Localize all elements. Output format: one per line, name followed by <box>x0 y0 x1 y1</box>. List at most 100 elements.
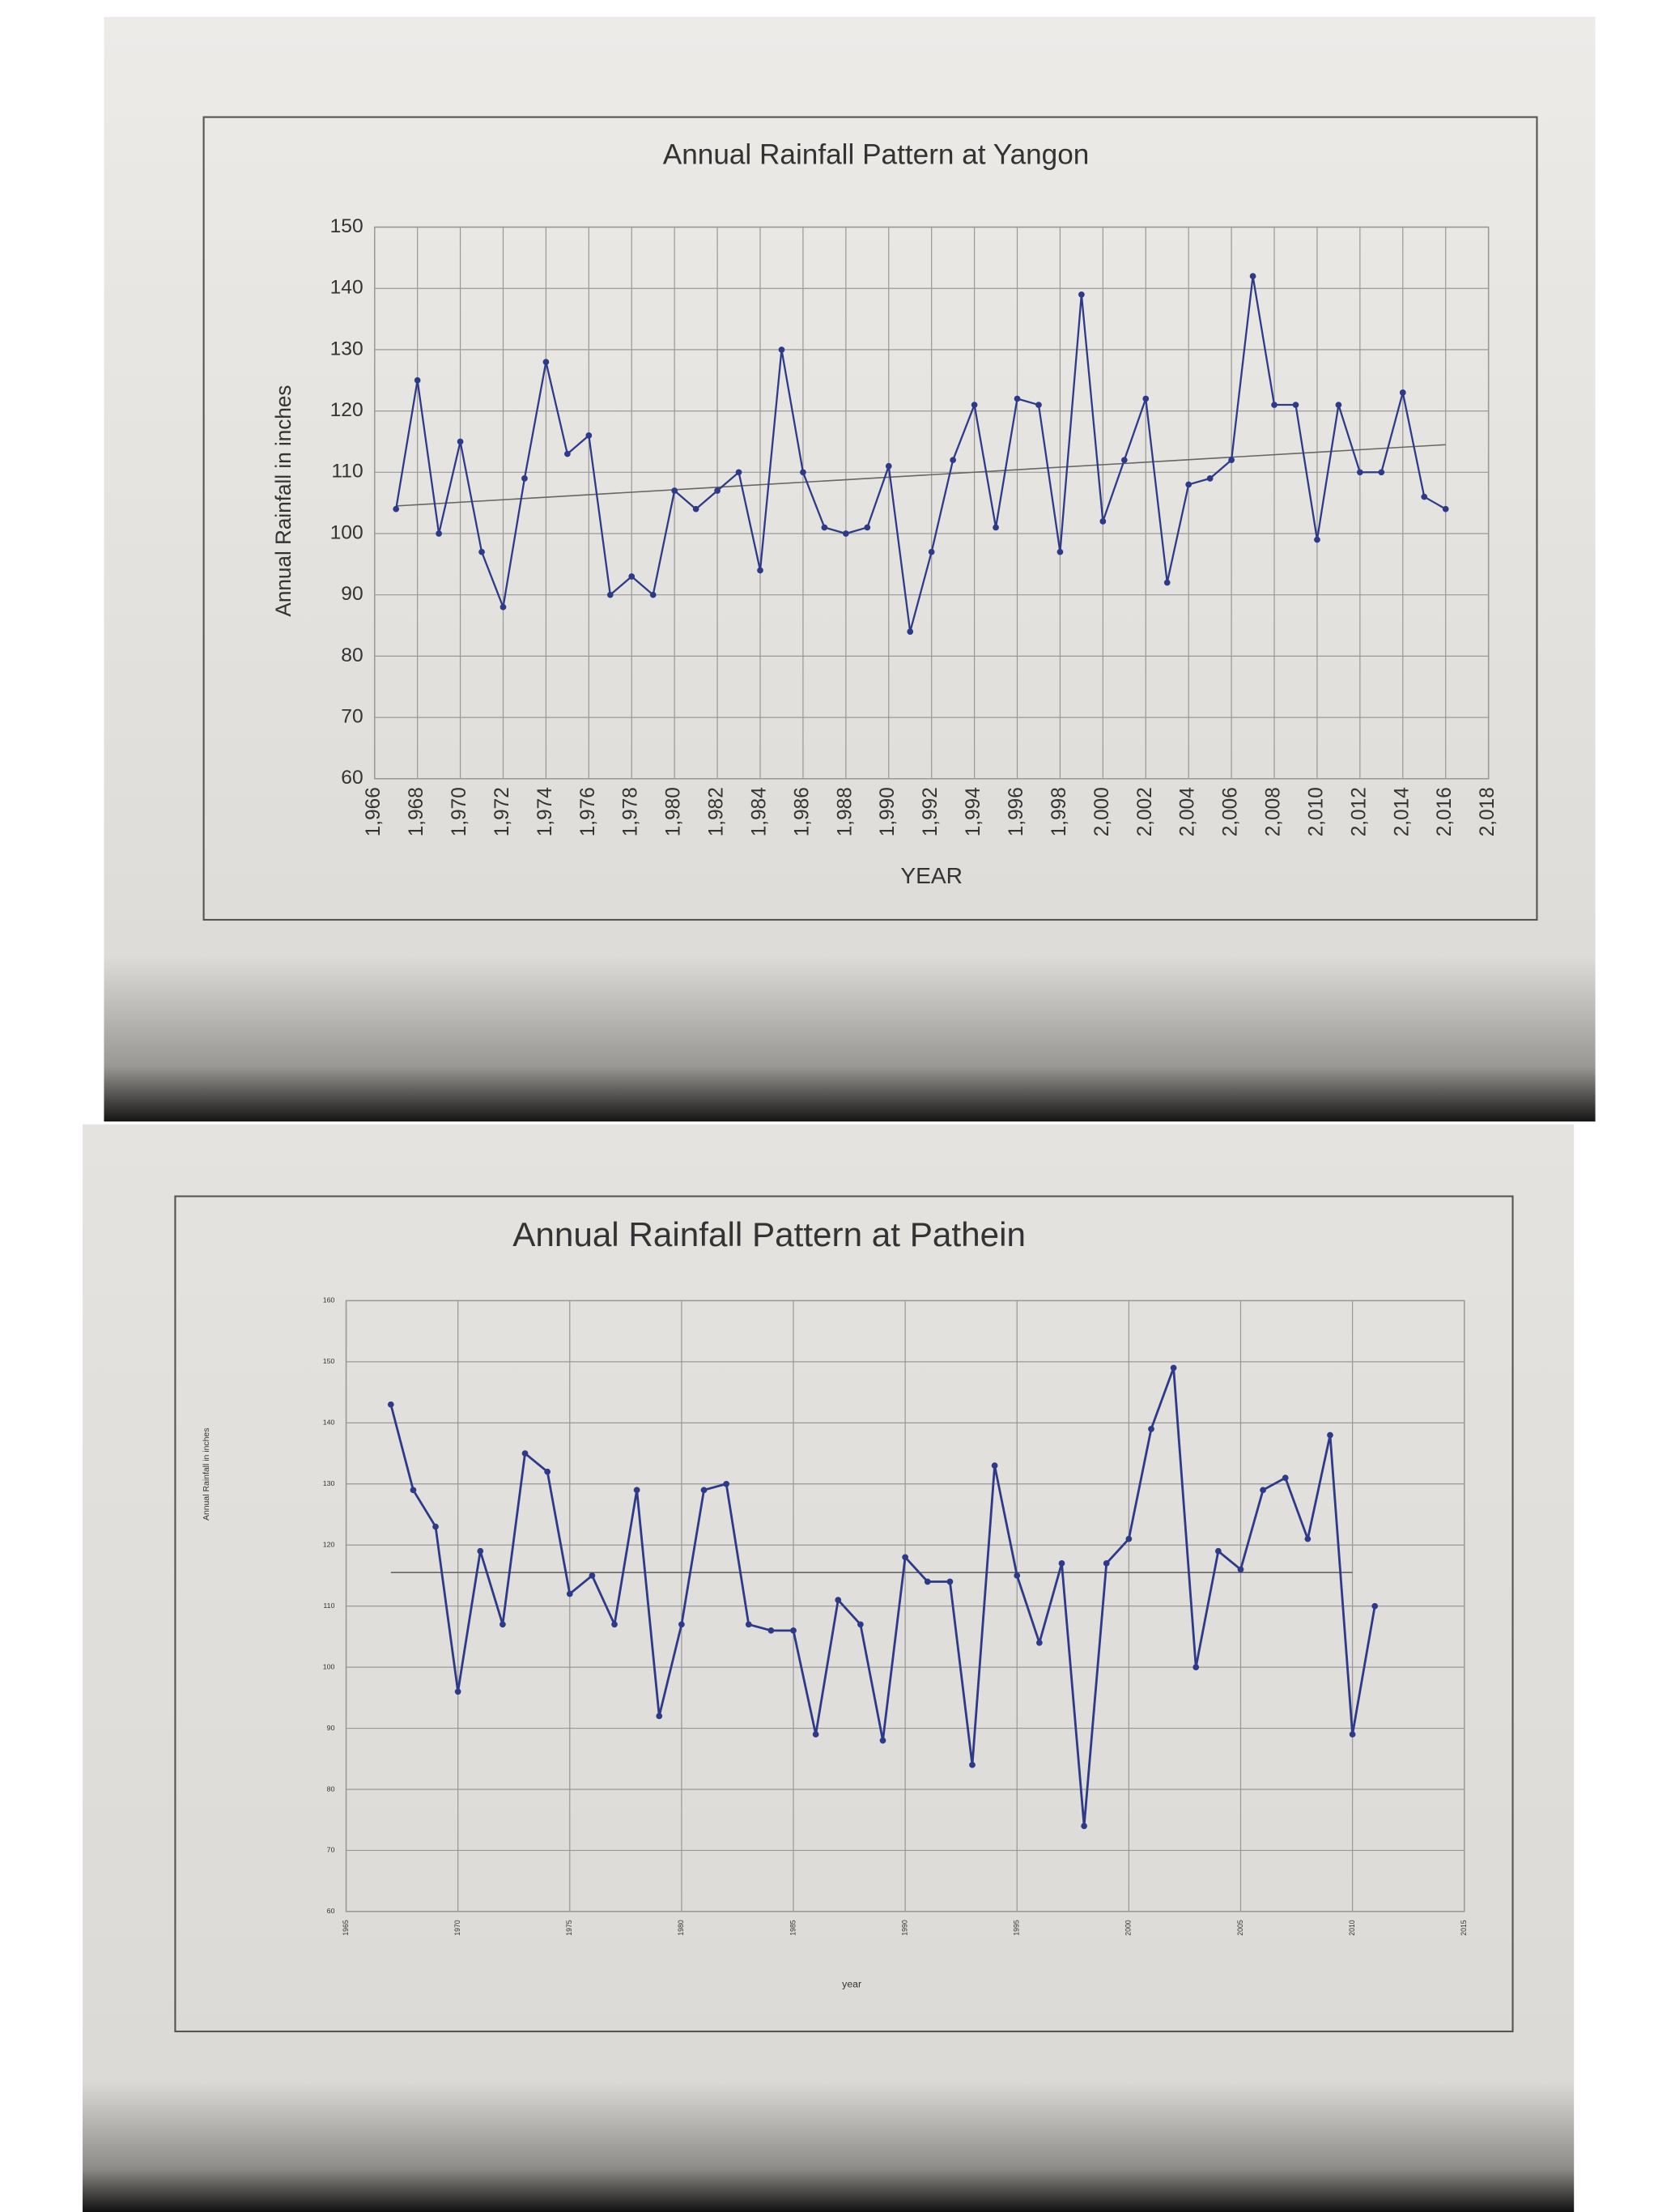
data-point <box>1442 505 1449 513</box>
data-point <box>500 1621 506 1628</box>
data-point <box>1228 457 1235 463</box>
data-point <box>842 530 849 537</box>
data-point <box>907 628 914 635</box>
x-tick-label: 2,008 <box>1262 787 1284 836</box>
data-point <box>902 1554 909 1561</box>
data-point <box>1036 1640 1043 1646</box>
data-point <box>835 1597 842 1603</box>
y-tick-label: 60 <box>341 767 363 789</box>
x-tick-label: 1980 <box>677 1920 685 1936</box>
data-point <box>633 1487 640 1494</box>
data-point <box>800 469 806 476</box>
x-tick-label: 1995 <box>1013 1920 1021 1936</box>
data-point <box>1349 1731 1356 1738</box>
x-tick-label: 1,978 <box>620 787 642 836</box>
data-point <box>1206 475 1214 482</box>
data-point <box>946 1578 954 1585</box>
y-tick-label: 130 <box>323 1479 335 1487</box>
y-tick-label: 150 <box>323 1357 335 1365</box>
x-tick-label: 1,982 <box>705 787 727 836</box>
x-tick-label: 1975 <box>565 1920 573 1936</box>
data-point <box>410 1487 417 1494</box>
x-tick-label: 1,972 <box>491 787 513 836</box>
y-tick-label: 140 <box>330 277 363 299</box>
data-point <box>671 487 678 494</box>
data-point <box>1378 469 1385 476</box>
photo-background <box>83 1124 1575 2212</box>
data-point <box>544 1468 551 1475</box>
data-point <box>678 1621 685 1628</box>
y-axis-label: Annual Rainfall in inches <box>202 1428 211 1521</box>
data-point <box>879 1737 886 1744</box>
data-point <box>790 1627 797 1634</box>
trend-line <box>396 444 1446 507</box>
data-point <box>821 524 828 531</box>
x-tick-label: 1,966 <box>363 787 385 836</box>
data-point <box>457 438 464 445</box>
x-tick-label: 1,976 <box>577 787 599 836</box>
x-axis-label: YEAR <box>900 863 963 888</box>
data-point <box>656 1712 663 1720</box>
y-tick-label: 100 <box>323 1662 335 1670</box>
x-tick-label: 1,998 <box>1048 787 1070 836</box>
data-point <box>1078 291 1085 298</box>
chart-title: Annual Rainfall Pattern at Pathein <box>512 1215 1026 1253</box>
data-point <box>1314 536 1320 543</box>
y-tick-label: 120 <box>330 399 363 421</box>
data-point <box>1163 579 1171 586</box>
data-point <box>971 402 978 408</box>
data-point <box>563 450 571 457</box>
data-point <box>723 1480 730 1487</box>
y-tick-label: 110 <box>331 461 363 483</box>
photo-background <box>104 16 1596 1122</box>
data-point <box>1056 548 1064 555</box>
chart: 60 70 80 90 100 110 120 130 140 150 160 1965 1970 197… <box>174 1195 1514 2033</box>
data-point <box>566 1590 573 1597</box>
data-point <box>924 1578 931 1585</box>
x-tick-label: 1970 <box>453 1920 461 1936</box>
y-tick-label: 100 <box>330 522 363 544</box>
data-point <box>757 567 763 574</box>
x-tick-label: 2,014 <box>1391 787 1413 836</box>
x-tick-label: 1,990 <box>877 787 899 836</box>
x-tick-label: 2,006 <box>1220 787 1242 836</box>
data-point <box>414 376 421 384</box>
x-tick-label: 2015 <box>1460 1920 1468 1936</box>
x-tick-label: 1,980 <box>663 787 685 836</box>
data-point <box>991 1462 998 1469</box>
x-tick-label: 2000 <box>1124 1920 1133 1936</box>
data-point <box>1081 1823 1087 1830</box>
y-tick-label: 70 <box>327 1846 335 1854</box>
data-point <box>1260 1487 1266 1494</box>
data-point <box>745 1621 752 1628</box>
x-tick-label: 1965 <box>342 1920 350 1936</box>
data-point <box>778 347 785 353</box>
data-point <box>1282 1474 1289 1482</box>
data-point <box>1192 1664 1200 1670</box>
x-tick-label: 1985 <box>789 1920 797 1936</box>
data-point <box>649 591 657 598</box>
data-point <box>521 475 528 482</box>
x-tick-label: 2,010 <box>1305 787 1327 836</box>
data-point <box>1271 402 1278 408</box>
data-point <box>585 432 593 439</box>
data-point <box>611 1621 618 1628</box>
data-point <box>1356 469 1363 476</box>
data-point <box>1170 1364 1177 1372</box>
data-point <box>500 603 507 610</box>
y-tick-label: 70 <box>341 706 363 728</box>
y-axis-label: Annual Rainfall in inches <box>271 385 295 617</box>
data-point <box>692 505 699 513</box>
x-tick-label: 1,992 <box>920 787 942 836</box>
y-tick-label: 90 <box>341 583 363 605</box>
data-point <box>857 1621 864 1628</box>
y-tick-label: 150 <box>330 215 363 237</box>
data-point <box>1035 402 1042 408</box>
chart-title: Annual Rainfall Pattern at Yangon <box>663 139 1090 171</box>
data-point <box>1125 1535 1133 1542</box>
data-point <box>1014 1572 1021 1579</box>
data-point <box>1237 1566 1244 1573</box>
data-point <box>1014 395 1021 402</box>
x-tick-label: 2,016 <box>1434 787 1456 836</box>
data-point <box>1185 481 1192 488</box>
